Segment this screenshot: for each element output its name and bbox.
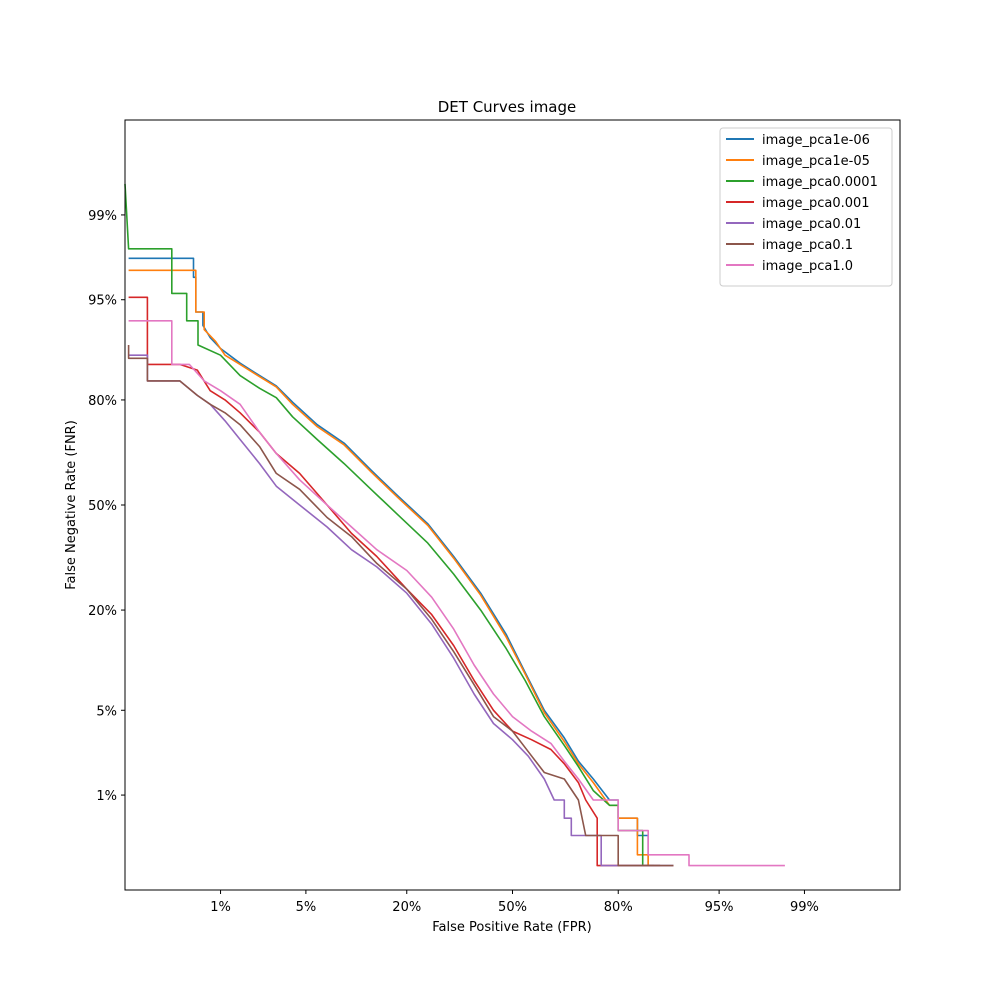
x-tick-label: 5%	[296, 900, 317, 915]
legend-entry-1: image_pca1e-05	[762, 154, 870, 169]
series-line-6	[128, 320, 785, 867]
legend-entry-6: image_pca1.0	[762, 259, 853, 274]
legend: image_pca1e-06 image_pca1e-05 image_pca0.0…	[719, 127, 893, 287]
x-axis-label: False Positive Rate (FPR)	[432, 920, 591, 935]
legend-entry-3: image_pca0.001	[762, 196, 870, 211]
series-layer	[124, 183, 785, 867]
legend-box	[719, 127, 893, 287]
legend-entry-2: image_pca0.0001	[762, 175, 878, 190]
y-tick-label: 95%	[88, 294, 117, 309]
x-tick-label: 80%	[604, 900, 633, 915]
chart-title: DET Curves image	[438, 98, 577, 116]
y-tick-label: 50%	[88, 499, 117, 514]
legend-entry-4: image_pca0.01	[762, 217, 861, 232]
x-tick-label: 50%	[498, 900, 527, 915]
y-tick-label: 1%	[96, 789, 117, 804]
y-tick-label: 99%	[88, 209, 117, 224]
y-tick-label: 20%	[88, 604, 117, 619]
y-axis-label: False Negative Rate (FNR)	[64, 420, 79, 590]
y-tick-label: 80%	[88, 394, 117, 409]
x-tick-label: 20%	[392, 900, 421, 915]
x-tick-label: 99%	[790, 900, 819, 915]
x-tick-label: 1%	[210, 900, 231, 915]
y-tick-label: 5%	[96, 704, 117, 719]
x-tick-label: 95%	[705, 900, 734, 915]
legend-entry-0: image_pca1e-06	[762, 133, 870, 148]
series-line-5	[127, 345, 674, 867]
legend-entry-5: image_pca0.1	[762, 238, 853, 253]
series-line-2	[124, 183, 661, 867]
axes-layer: 1% 5% 20% 50% 80% 95% 99% 1% 5% 20% 50% 80% 95% 99%	[88, 119, 901, 915]
